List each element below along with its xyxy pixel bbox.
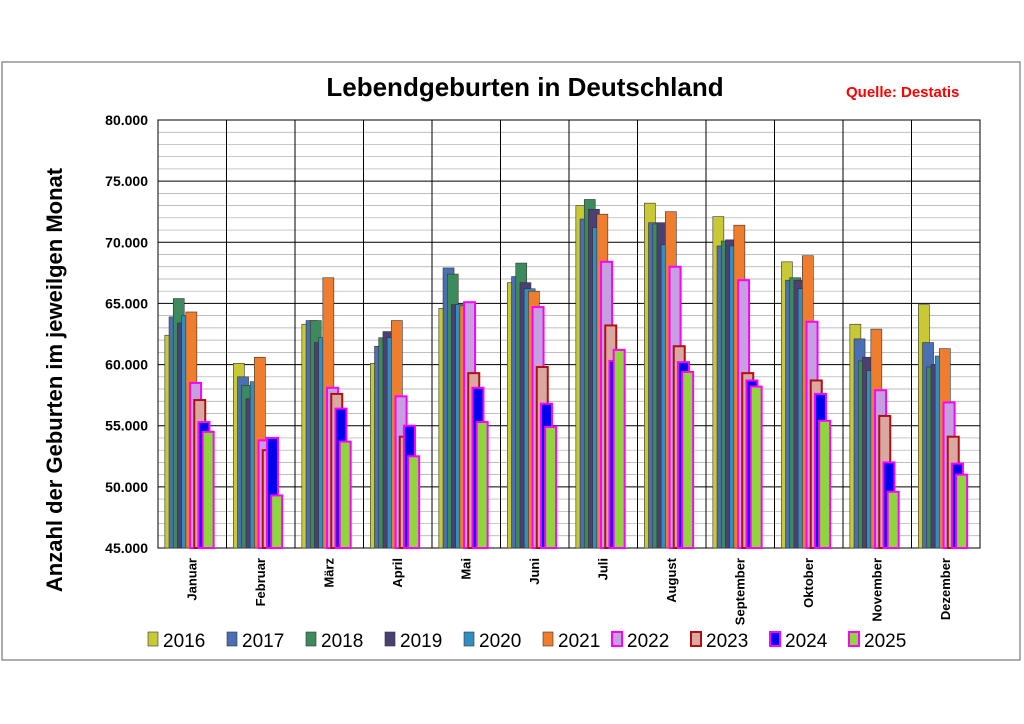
- y-tick-label: 75.000: [105, 173, 148, 189]
- source-label: Quelle: Destatis: [846, 84, 960, 101]
- legend-label-2018: 2018: [321, 631, 363, 652]
- legend-label-2020: 2020: [479, 631, 521, 652]
- bar-2025-Oktober: [818, 419, 832, 549]
- legend-label-2016: 2016: [163, 631, 205, 652]
- y-tick-label: 60.000: [105, 357, 148, 373]
- bar-2025-August: [681, 370, 695, 549]
- x-tick-label: August: [664, 557, 679, 602]
- legend-swatch-2025: [848, 631, 860, 647]
- legend-swatch-2023: [690, 631, 702, 647]
- legend-swatch-2021: [542, 631, 554, 647]
- bar-2025-Dezember: [955, 473, 969, 549]
- legend-swatch-2017: [226, 631, 238, 647]
- x-tick-label: September: [732, 558, 747, 625]
- x-tick-label: Februar: [253, 558, 268, 606]
- x-tick-label: April: [390, 558, 405, 588]
- bar-2025-Mai: [475, 421, 489, 549]
- y-tick-label: 45.000: [105, 540, 148, 556]
- chart-title: Lebendgeburten in Deutschland: [326, 72, 724, 102]
- x-tick-label: März: [321, 558, 336, 588]
- bar-2025-September: [749, 385, 763, 549]
- y-tick-label: 65.000: [105, 295, 148, 311]
- chart-border: [1, 61, 1021, 661]
- legend-label-2023: 2023: [706, 631, 748, 652]
- legend-swatch-2019: [384, 631, 396, 647]
- x-tick-label: Juni: [527, 558, 542, 585]
- y-tick-label: 80.000: [105, 112, 148, 128]
- bar-2025-März: [338, 440, 352, 549]
- y-tick-label: 50.000: [105, 479, 148, 495]
- legend-label-2022: 2022: [627, 631, 669, 652]
- legend-swatch-2024: [769, 631, 781, 647]
- legend-swatch-2016: [147, 631, 159, 647]
- x-tick-label: Juli: [595, 558, 610, 580]
- bar-2025-Februar: [270, 494, 284, 549]
- y-tick-label: 55.000: [105, 418, 148, 434]
- legend-label-2024: 2024: [785, 631, 828, 652]
- x-tick-label: Januar: [184, 558, 199, 601]
- legend-label-2019: 2019: [400, 631, 442, 652]
- y-tick-label: 70.000: [105, 234, 148, 250]
- x-tick-label: Dezember: [938, 558, 953, 620]
- bar-2025-April: [407, 455, 421, 549]
- legend-label-2017: 2017: [242, 631, 284, 652]
- x-tick-label: November: [869, 558, 884, 622]
- legend-swatch-2018: [305, 631, 317, 647]
- bar-2025-Januar: [201, 430, 215, 550]
- legend-label-2021: 2021: [558, 631, 600, 652]
- legend-label-2025: 2025: [864, 631, 906, 652]
- legend-swatch-2020: [463, 631, 475, 647]
- legend-swatch-2022: [611, 631, 623, 647]
- bar-2025-November: [886, 490, 900, 549]
- x-tick-label: Mai: [458, 558, 473, 580]
- bar-2025-Juli: [612, 348, 626, 550]
- x-tick-label: Oktober: [801, 558, 816, 608]
- bar-2025-Juni: [544, 425, 558, 549]
